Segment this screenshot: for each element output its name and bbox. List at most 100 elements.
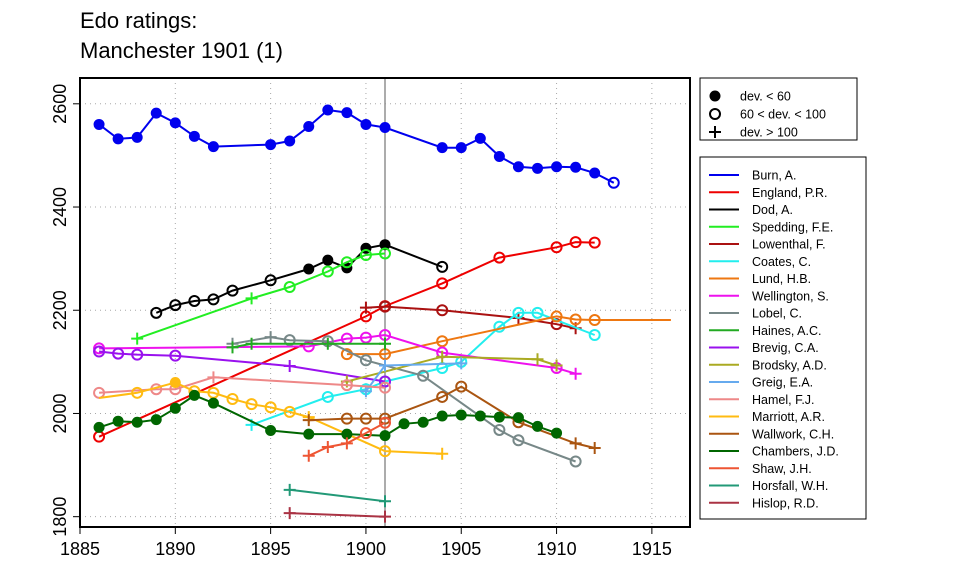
data-point (321, 337, 334, 350)
series-line (232, 336, 576, 463)
data-point (112, 415, 124, 427)
data-point (321, 265, 334, 278)
series-3 (131, 247, 391, 345)
data-point (93, 430, 106, 443)
data-point (321, 441, 334, 454)
data-point (265, 139, 277, 151)
y-tick-label: 2000 (50, 393, 70, 433)
data-point (379, 239, 391, 251)
data-point (169, 376, 181, 388)
data-point (169, 117, 181, 129)
data-point (512, 306, 525, 319)
series-6 (340, 310, 671, 361)
data-point (589, 167, 601, 179)
series-group (93, 104, 671, 523)
series-9 (226, 337, 391, 354)
legend-entry: Greig, E.A. (752, 376, 813, 390)
data-point (379, 375, 391, 388)
data-point (379, 445, 391, 458)
data-point (512, 161, 524, 173)
data-point (303, 121, 315, 133)
data-point (303, 428, 315, 440)
legend-entry: Lund, H.B. (752, 272, 811, 286)
data-point (207, 293, 220, 306)
data-point (340, 412, 353, 425)
legend-entry: Horsfall, W.H. (752, 479, 828, 493)
chart-title: Edo ratings: (80, 8, 198, 33)
series-11 (340, 350, 563, 388)
x-tick-label: 1905 (441, 539, 481, 559)
data-point (93, 386, 106, 399)
data-point (436, 390, 449, 403)
data-point (283, 483, 296, 496)
marker-legend-label: dev. < 60 (740, 90, 791, 104)
y-tick-label: 1800 (50, 497, 70, 537)
series-legend-box (699, 156, 867, 520)
data-point (302, 449, 315, 462)
data-point (512, 412, 524, 424)
data-point (322, 104, 334, 116)
data-point (112, 133, 124, 145)
data-point (531, 306, 544, 319)
data-point (417, 416, 429, 428)
data-point (436, 304, 449, 317)
data-point (264, 274, 277, 287)
data-point (379, 247, 391, 260)
data-point (531, 353, 544, 366)
series-0 (93, 104, 620, 189)
series-line (251, 311, 596, 426)
legend-entry: Hamel, F.J. (752, 393, 815, 407)
legend-entry: Chambers, J.D. (752, 445, 839, 459)
data-point (93, 118, 105, 130)
series-line (289, 512, 386, 518)
data-point (226, 393, 239, 406)
data-point (493, 423, 506, 436)
data-point (379, 381, 391, 394)
series-line (98, 350, 386, 383)
data-point (379, 359, 391, 372)
data-point (302, 414, 315, 427)
data-point (131, 416, 143, 428)
data-point (455, 409, 467, 421)
data-point (112, 347, 125, 360)
data-point (131, 332, 144, 345)
series-16 (93, 389, 563, 442)
data-point (321, 390, 334, 403)
data-point (169, 402, 181, 414)
data-point (188, 389, 200, 401)
legend-entry: Haines, A.C. (752, 324, 821, 338)
data-point (131, 386, 144, 399)
data-point (379, 416, 391, 429)
data-point (150, 414, 162, 426)
marker-legend: dev. < 60 60 < dev. < 100 dev. > 100 (699, 77, 858, 141)
data-point (512, 434, 525, 447)
x-tick-label: 1910 (537, 539, 577, 559)
data-point (150, 306, 163, 319)
legend-entry: Burn, A. (752, 169, 796, 183)
data-point (379, 337, 391, 350)
data-point (359, 354, 372, 367)
data-point (532, 162, 543, 174)
series-line (98, 381, 443, 455)
chart-subtitle: Manchester 1901 (1) (80, 38, 283, 63)
data-point (379, 510, 391, 523)
data-point (283, 405, 296, 418)
data-point (303, 263, 315, 275)
data-point (436, 142, 448, 154)
legend-entry: Spedding, F.E. (752, 220, 833, 234)
data-point (340, 379, 353, 392)
data-point (607, 176, 620, 189)
x-tick-label: 1900 (346, 539, 386, 559)
data-point (359, 249, 372, 262)
data-point (588, 329, 601, 342)
data-point (379, 122, 391, 134)
series-8 (226, 331, 582, 468)
data-point (340, 256, 353, 269)
series-line (232, 342, 385, 349)
data-point (588, 236, 601, 249)
marker-legend-box (699, 77, 858, 141)
x-tick-label: 1885 (60, 539, 100, 559)
data-point (493, 411, 505, 423)
data-point (569, 313, 582, 326)
data-point (359, 412, 372, 425)
